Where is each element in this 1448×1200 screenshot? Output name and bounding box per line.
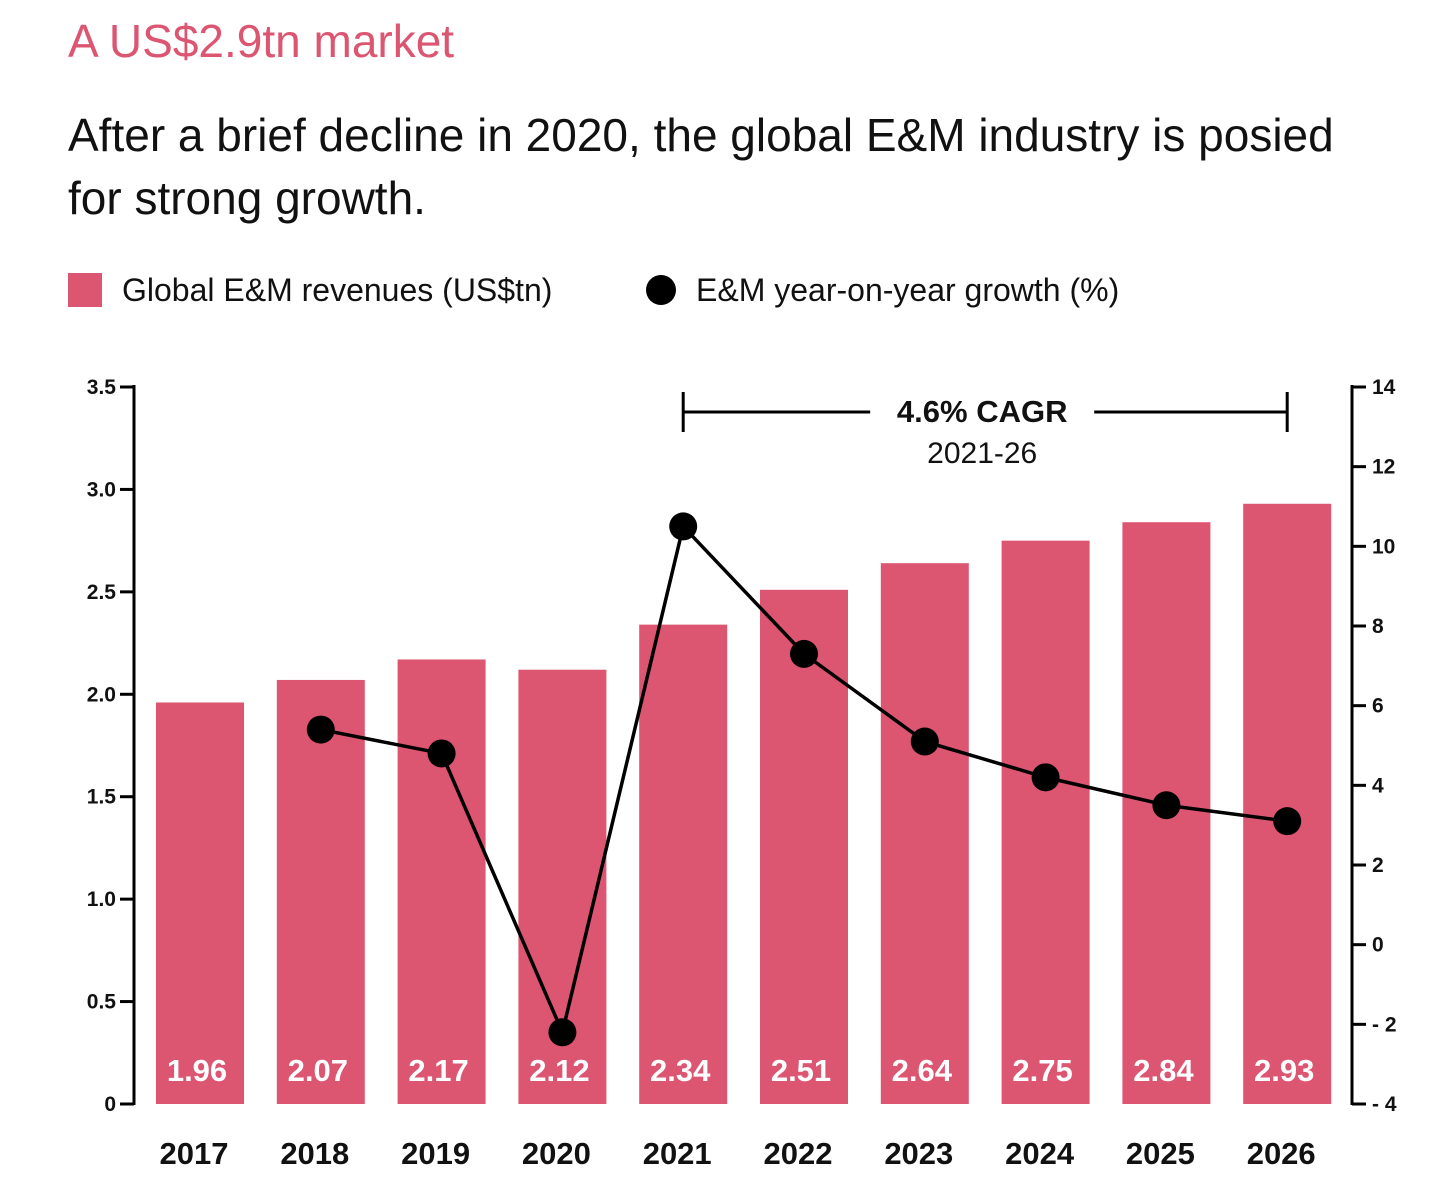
chart-kicker: A US$2.9tn market [68,15,455,67]
growth-point-2021 [669,512,698,541]
bar-value-label-2024: 2.75 [1012,1053,1072,1088]
growth-point-2025 [1152,791,1181,820]
bar-value-label-2026: 2.93 [1254,1053,1314,1088]
x-tick-label-2019: 2019 [401,1136,470,1171]
growth-point-2019 [427,739,456,768]
bar-value-label-2019: 2.17 [408,1053,468,1088]
bar-value-label-2023: 2.64 [892,1053,953,1088]
bar-2019 [397,659,486,1104]
y-right-tick-label-3: 2 [1372,854,1384,877]
bar-value-label-2025: 2.84 [1133,1053,1194,1088]
y-right-tick-label-5: 6 [1372,695,1384,718]
bar-2017 [156,702,244,1104]
legend-swatch-circle [646,275,676,305]
chart-headline: After a brief decline in 2020, the globa… [68,109,1334,224]
growth-point-2018 [306,715,335,744]
cagr-title: 4.6% CAGR [897,394,1068,429]
y-left-tick-label-2: 1.0 [87,888,116,911]
growth-point-2024 [1031,763,1060,792]
y-left-tick-label-6: 3.0 [87,478,116,501]
y-right-tick-label-9: 14 [1372,376,1396,399]
legend-label-growth: E&M year-on-year growth (%) [696,271,1120,308]
bar-2021 [639,624,728,1104]
y-left-tick-label-4: 2.0 [87,683,116,706]
cagr-subtitle: 2021-26 [927,437,1037,470]
y-right-tick-label-8: 12 [1372,456,1395,479]
bar-value-label-2020: 2.12 [529,1053,589,1088]
y-right-tick-label-0: - 4 [1372,1093,1397,1116]
bar-value-label-2018: 2.07 [288,1053,348,1088]
growth-point-2020 [548,1018,577,1047]
y-left-tick-label-7: 3.5 [87,376,117,399]
y-left-tick-label-0: 0 [104,1093,116,1116]
y-right-tick-label-6: 8 [1372,615,1384,638]
legend-label-revenues: Global E&M revenues (US$tn) [122,271,553,308]
legend-item-revenues: Global E&M revenues (US$tn) [68,268,552,312]
x-tick-label-2026: 2026 [1247,1136,1316,1171]
bar-2026 [1243,503,1332,1105]
bar-2023 [880,563,969,1104]
x-tick-label-2022: 2022 [764,1136,833,1171]
bar-value-label-2022: 2.51 [771,1053,831,1088]
bar-2024 [1001,540,1090,1104]
growth-point-2022 [790,639,818,668]
growth-point-2026 [1273,807,1302,836]
growth-point-2023 [910,727,939,756]
bar-2018 [276,679,365,1104]
y-left-tick-label-5: 2.5 [87,581,117,604]
bar-value-label-2017: 1.96 [167,1053,227,1088]
x-tick-label-2020: 2020 [522,1136,591,1171]
y-left-tick-label-1: 0.5 [87,991,117,1014]
legend-swatch-square [68,273,102,307]
x-tick-label-2021: 2021 [643,1136,712,1171]
x-tick-label-2018: 2018 [280,1136,349,1171]
chart-legend: Global E&M revenues (US$tn) E&M year-on-… [68,268,1368,312]
y-right-tick-label-2: 0 [1372,934,1384,957]
y-right-tick-label-7: 10 [1372,535,1395,558]
legend-item-growth: E&M year-on-year growth (%) [646,268,1119,312]
x-tick-label-2024: 2024 [1005,1136,1075,1171]
x-tick-label-2023: 2023 [884,1136,953,1171]
x-tick-label-2025: 2025 [1126,1136,1195,1171]
y-right-tick-label-4: 4 [1372,774,1384,797]
y-right-tick-label-1: - 2 [1372,1013,1397,1036]
bar-value-label-2021: 2.34 [650,1053,711,1088]
y-left-tick-label-3: 1.5 [87,786,117,809]
x-tick-label-2017: 2017 [160,1136,229,1171]
